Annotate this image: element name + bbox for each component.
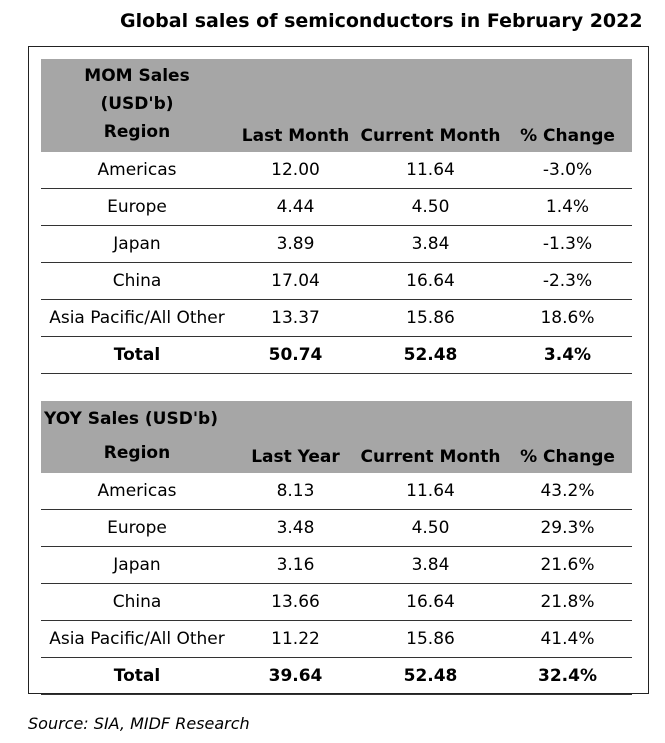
total-value: 52.48: [358, 336, 503, 374]
change-cell: 29.3%: [503, 509, 632, 547]
total-value: 50.74: [233, 336, 358, 374]
value-cell: 16.64: [358, 583, 503, 621]
yoy-col-last-year: Last Year: [233, 401, 358, 473]
change-cell: 41.4%: [503, 620, 632, 658]
mom-header-line2: (USD'b): [100, 94, 174, 114]
source-note: Source: SIA, MIDF Research: [28, 714, 250, 733]
table-row: Asia Pacific/All Other 11.22 15.86 41.4%: [41, 620, 632, 658]
value-cell: 16.64: [358, 262, 503, 300]
table-row: Europe 4.44 4.50 1.4%: [41, 188, 632, 226]
page-title: Global sales of semiconductors in Februa…: [120, 10, 643, 32]
total-row: Total 39.64 52.48 32.4%: [41, 657, 632, 695]
change-cell: -1.3%: [503, 225, 632, 263]
region-cell: Asia Pacific/All Other: [41, 620, 233, 658]
value-cell: 15.86: [358, 620, 503, 658]
value-cell: 12.00: [233, 152, 358, 189]
region-cell: China: [41, 583, 233, 621]
value-cell: 11.64: [358, 152, 503, 189]
value-cell: 3.84: [358, 546, 503, 584]
region-cell: China: [41, 262, 233, 300]
mom-sales-table: MOM Sales (USD'b) Region Last Month Curr…: [41, 59, 632, 374]
table-row: Europe 3.48 4.50 29.3%: [41, 509, 632, 547]
total-label: Total: [41, 657, 233, 695]
table-row: Americas 12.00 11.64 -3.0%: [41, 152, 632, 189]
mom-col-region: Region: [103, 122, 171, 142]
region-cell: Americas: [41, 473, 233, 510]
mom-header-region: MOM Sales (USD'b) Region: [41, 59, 233, 152]
change-cell: 18.6%: [503, 299, 632, 337]
value-cell: 3.84: [358, 225, 503, 263]
region-cell: Europe: [41, 188, 233, 226]
change-cell: 43.2%: [503, 473, 632, 510]
yoy-sales-table: YOY Sales (USD'b) Region Last Year Curre…: [41, 401, 632, 695]
change-cell: -3.0%: [503, 152, 632, 189]
region-cell: Japan: [41, 225, 233, 263]
value-cell: 4.50: [358, 509, 503, 547]
yoy-col-region: Region: [103, 443, 171, 463]
total-change: 3.4%: [503, 336, 632, 374]
value-cell: 13.66: [233, 583, 358, 621]
value-cell: 13.37: [233, 299, 358, 337]
region-cell: Americas: [41, 152, 233, 189]
total-change: 32.4%: [503, 657, 632, 695]
value-cell: 3.48: [233, 509, 358, 547]
region-cell: Asia Pacific/All Other: [41, 299, 233, 337]
value-cell: 4.50: [358, 188, 503, 226]
mom-col-current-month: Current Month: [358, 59, 503, 152]
value-cell: 15.86: [358, 299, 503, 337]
change-cell: 21.6%: [503, 546, 632, 584]
value-cell: 3.89: [233, 225, 358, 263]
table-row: Japan 3.89 3.84 -1.3%: [41, 225, 632, 263]
total-row: Total 50.74 52.48 3.4%: [41, 336, 632, 374]
mom-col-change: % Change: [503, 59, 632, 152]
region-cell: Japan: [41, 546, 233, 584]
value-cell: 11.22: [233, 620, 358, 658]
value-cell: 4.44: [233, 188, 358, 226]
table-row: Japan 3.16 3.84 21.6%: [41, 546, 632, 584]
change-cell: -2.3%: [503, 262, 632, 300]
mom-header-line1: MOM Sales: [84, 66, 190, 86]
total-label: Total: [41, 336, 233, 374]
yoy-header-region: YOY Sales (USD'b) Region: [41, 401, 233, 473]
value-cell: 3.16: [233, 546, 358, 584]
table-row: Americas 8.13 11.64 43.2%: [41, 473, 632, 510]
change-cell: 1.4%: [503, 188, 632, 226]
yoy-col-change: % Change: [503, 401, 632, 473]
yoy-col-current-month: Current Month: [358, 401, 503, 473]
yoy-header-label: YOY Sales (USD'b): [44, 409, 218, 429]
table-row: China 17.04 16.64 -2.3%: [41, 262, 632, 300]
table-row: China 13.66 16.64 21.8%: [41, 583, 632, 621]
value-cell: 8.13: [233, 473, 358, 510]
change-cell: 21.8%: [503, 583, 632, 621]
value-cell: 17.04: [233, 262, 358, 300]
table-row: Asia Pacific/All Other 13.37 15.86 18.6%: [41, 299, 632, 337]
mom-col-last-month: Last Month: [233, 59, 358, 152]
total-value: 52.48: [358, 657, 503, 695]
total-value: 39.64: [233, 657, 358, 695]
value-cell: 11.64: [358, 473, 503, 510]
region-cell: Europe: [41, 509, 233, 547]
